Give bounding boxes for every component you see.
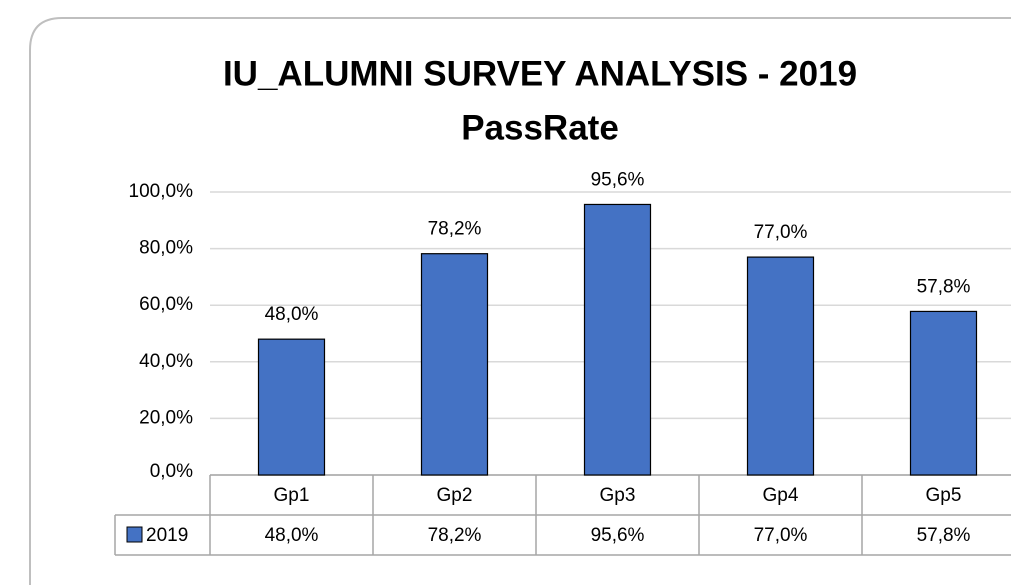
x-tick-label: Gp1 bbox=[274, 485, 310, 506]
y-tick-label: 20,0% bbox=[139, 407, 193, 428]
data-label: 95,6% bbox=[591, 169, 645, 190]
y-tick-label: 40,0% bbox=[139, 351, 193, 372]
bar bbox=[257, 338, 326, 476]
bar bbox=[746, 256, 815, 476]
table-value: 77,0% bbox=[754, 525, 808, 546]
x-tick-label: Gp4 bbox=[763, 485, 799, 506]
bar bbox=[583, 203, 652, 476]
legend-swatch bbox=[126, 526, 143, 543]
y-tick-label: 80,0% bbox=[139, 238, 193, 259]
legend-label: 2019 bbox=[146, 525, 188, 546]
x-tick-label: Gp2 bbox=[437, 485, 473, 506]
bar bbox=[420, 253, 489, 476]
chart-title: IU_ALUMNI SURVEY ANALYSIS - 2019 bbox=[223, 54, 857, 93]
bar bbox=[909, 310, 978, 476]
table-value: 57,8% bbox=[917, 525, 971, 546]
table-value: 78,2% bbox=[428, 525, 482, 546]
data-label: 78,2% bbox=[428, 219, 482, 240]
chart-subtitle: PassRate bbox=[461, 108, 619, 147]
data-label: 48,0% bbox=[265, 304, 319, 325]
y-tick-label: 0,0% bbox=[150, 461, 193, 482]
y-tick-label: 100,0% bbox=[129, 181, 194, 202]
data-label: 57,8% bbox=[917, 276, 971, 297]
x-tick-label: Gp3 bbox=[600, 485, 636, 506]
table-value: 48,0% bbox=[265, 525, 319, 546]
data-label: 77,0% bbox=[754, 222, 808, 243]
x-tick-label: Gp5 bbox=[926, 485, 962, 506]
table-value: 95,6% bbox=[591, 525, 645, 546]
y-tick-label: 60,0% bbox=[139, 294, 193, 315]
